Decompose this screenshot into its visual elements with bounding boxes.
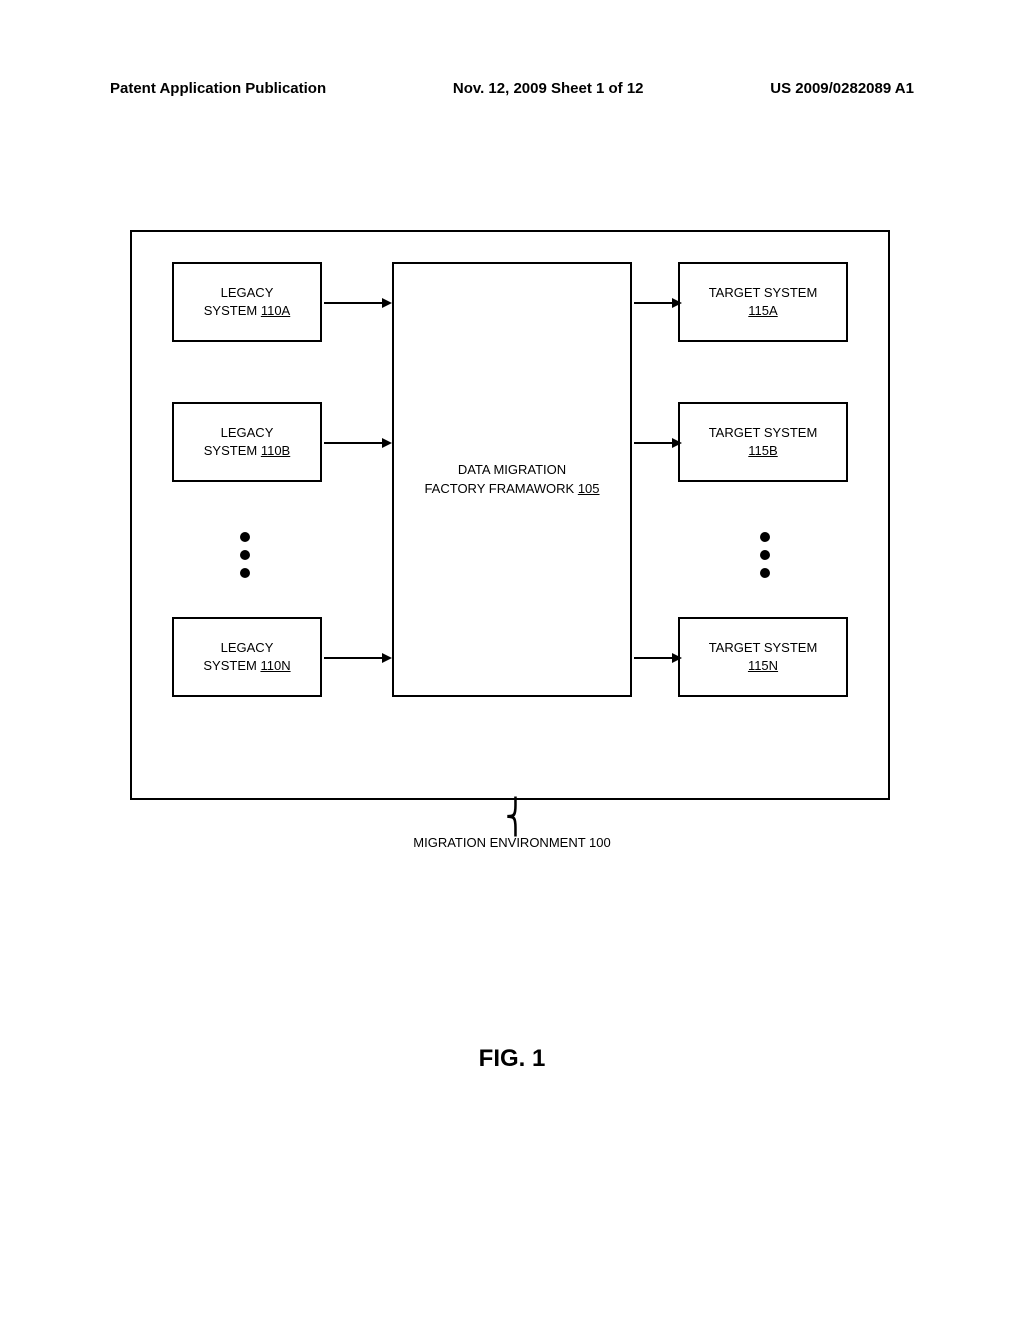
legacy-title: LEGACY [221, 639, 274, 657]
ellipsis-right [760, 532, 770, 578]
environment-label: MIGRATION ENVIRONMENT 100 [0, 835, 1024, 850]
patent-header: Patent Application Publication Nov. 12, … [110, 80, 914, 97]
target-id: 115N [748, 657, 778, 675]
header-left: Patent Application Publication [110, 80, 326, 97]
legacy-system-a: LEGACY SYSTEM 110A [172, 262, 322, 342]
target-id: 115A [748, 302, 777, 320]
legacy-system-n: LEGACY SYSTEM 110N [172, 617, 322, 697]
legacy-title: LEGACY [221, 284, 274, 302]
arrow-target-b [634, 442, 680, 444]
dot-icon [760, 568, 770, 578]
data-migration-framework-box: DATA MIGRATION FACTORY FRAMAWORK 105 [392, 262, 632, 697]
target-title: TARGET SYSTEM [709, 639, 818, 657]
arrow-legacy-b [324, 442, 390, 444]
target-title: TARGET SYSTEM [709, 284, 818, 302]
ellipsis-left [240, 532, 250, 578]
dot-icon [240, 550, 250, 560]
arrow-target-n [634, 657, 680, 659]
legacy-system-line: SYSTEM 110B [204, 442, 290, 460]
dot-icon [240, 568, 250, 578]
header-center: Nov. 12, 2009 Sheet 1 of 12 [453, 80, 644, 97]
legacy-system-line: SYSTEM 110A [204, 302, 290, 320]
legacy-system-b: LEGACY SYSTEM 110B [172, 402, 322, 482]
arrow-legacy-n [324, 657, 390, 659]
migration-environment-box: LEGACY SYSTEM 110A LEGACY SYSTEM 110B LE… [130, 230, 890, 800]
brace-icon: ⎨ [505, 797, 526, 837]
legacy-title: LEGACY [221, 424, 274, 442]
target-id: 115B [748, 442, 777, 460]
target-system-b: TARGET SYSTEM 115B [678, 402, 848, 482]
target-title: TARGET SYSTEM [709, 424, 818, 442]
figure-label: FIG. 1 [0, 1045, 1024, 1073]
arrow-target-a [634, 302, 680, 304]
header-right: US 2009/0282089 A1 [770, 80, 914, 97]
arrow-legacy-a [324, 302, 390, 304]
legacy-system-line: SYSTEM 110N [203, 657, 290, 675]
target-system-a: TARGET SYSTEM 115A [678, 262, 848, 342]
target-system-n: TARGET SYSTEM 115N [678, 617, 848, 697]
dot-icon [240, 532, 250, 542]
dot-icon [760, 550, 770, 560]
dot-icon [760, 532, 770, 542]
center-line1: DATA MIGRATION [458, 461, 566, 479]
center-line2: FACTORY FRAMAWORK 105 [424, 480, 599, 498]
